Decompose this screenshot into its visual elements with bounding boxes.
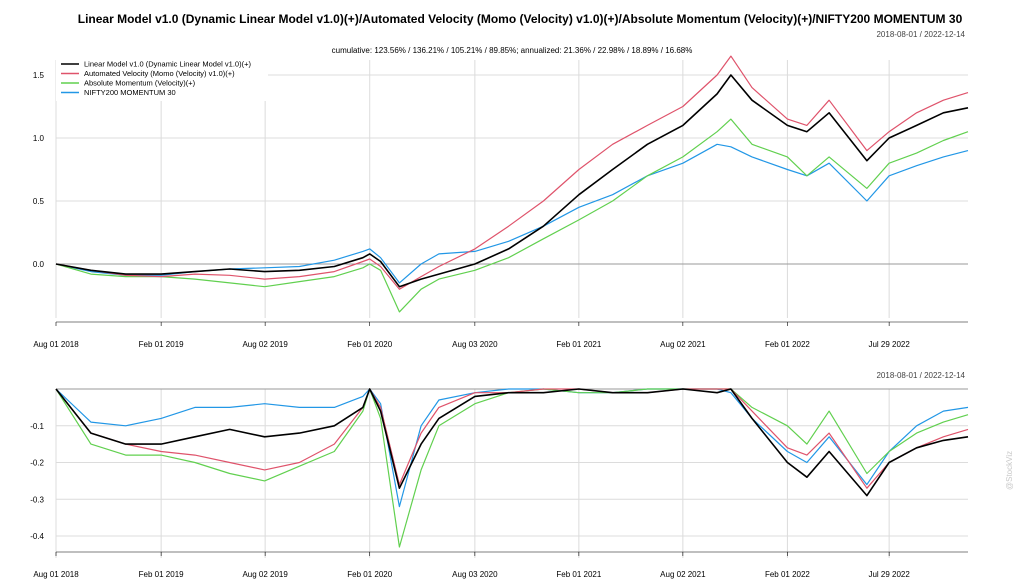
x-tick-label: Aug 02 2019: [242, 340, 288, 349]
date-range-bottom: 2018-08-01 / 2022-12-14: [876, 371, 965, 380]
cumulative-grid: [55, 60, 968, 318]
x-tick-label: Jul 29 2022: [868, 570, 910, 579]
series-line-3: [55, 388, 969, 548]
series-line-2: [55, 55, 969, 290]
cumulative-y-ticks: 0.0 0.5 1.0 1.5: [33, 71, 45, 269]
x-tick-label: Jul 29 2022: [868, 340, 910, 349]
x-tick-label: Aug 02 2021: [660, 570, 706, 579]
x-tick-label: Feb 01 2020: [347, 340, 392, 349]
watermark: @StockViz: [1005, 451, 1014, 490]
series-line-1: [55, 388, 969, 497]
legend-box: [56, 57, 268, 101]
legend-label-2: Automated Velocity (Momo (Velocity) v1.0…: [84, 69, 235, 78]
y-tick-label: -0.3: [30, 495, 44, 504]
x-tick-label: Aug 03 2020: [452, 340, 498, 349]
x-tick-label: Aug 03 2020: [452, 570, 498, 579]
drawdown-grid: [55, 388, 968, 558]
x-tick-label: Feb 01 2020: [347, 570, 392, 579]
drawdown-series-lines: [55, 388, 969, 548]
x-tick-label: Feb 01 2021: [556, 570, 601, 579]
y-tick-label: 1.0: [33, 134, 45, 143]
x-tick-label: Feb 01 2019: [139, 570, 184, 579]
x-tick-label: Feb 01 2019: [139, 340, 184, 349]
chart-title: Linear Model v1.0 (Dynamic Linear Model …: [78, 12, 963, 26]
y-tick-label: 0.5: [33, 197, 45, 206]
drawdown-y-ticks: -0.1 -0.2 -0.3 -0.4: [30, 422, 44, 541]
x-tick-label: Feb 01 2022: [765, 570, 810, 579]
legend-label-3: Absolute Momentum (Velocity)(+): [84, 79, 196, 88]
y-tick-label: 1.5: [33, 71, 45, 80]
x-tick-label: Feb 01 2022: [765, 340, 810, 349]
legend-label-4: NIFTY200 MOMENTUM 30: [84, 88, 176, 97]
y-tick-label: -0.4: [30, 532, 44, 541]
cumulative-series-lines: [55, 55, 969, 313]
x-tick-label: Aug 02 2019: [242, 570, 288, 579]
legend: Linear Model v1.0 (Dynamic Linear Model …: [56, 57, 268, 101]
y-tick-label: 0.0: [33, 260, 45, 269]
series-line-4: [55, 388, 969, 508]
x-tick-label: Feb 01 2021: [556, 340, 601, 349]
date-range-top: 2018-08-01 / 2022-12-14: [876, 30, 965, 39]
x-tick-label: Aug 02 2021: [660, 340, 706, 349]
chart-subtitle: cumulative: 123.56% / 136.21% / 105.21% …: [332, 46, 693, 55]
x-tick-label: Aug 01 2018: [33, 570, 79, 579]
legend-label-1: Linear Model v1.0 (Dynamic Linear Model …: [84, 60, 251, 69]
x-tick-label: Aug 01 2018: [33, 340, 79, 349]
y-tick-label: -0.2: [30, 459, 44, 468]
series-line-4: [55, 143, 969, 284]
series-line-1: [55, 74, 969, 288]
drawdown-x-ticks: Aug 01 2018 Feb 01 2019 Aug 02 2019 Feb 01 …: [33, 551, 968, 579]
cumulative-x-ticks: Aug 01 2018 Feb 01 2019 Aug 02 2019 Feb 01 …: [33, 321, 968, 349]
y-tick-label: -0.1: [30, 422, 44, 431]
series-line-3: [55, 118, 969, 313]
